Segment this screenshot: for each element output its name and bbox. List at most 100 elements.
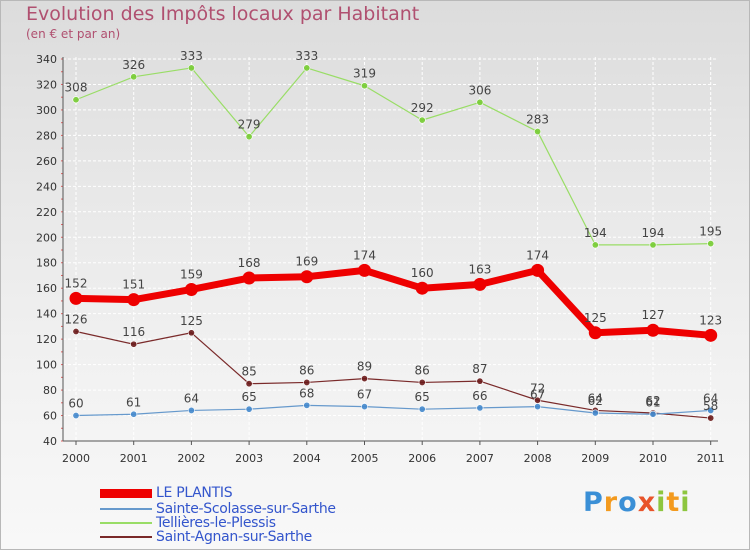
data-label-sainte-scolasse-sur-sarthe: 64 bbox=[184, 391, 199, 405]
point-sainte-scolasse-sur-sarthe bbox=[245, 405, 253, 413]
point-sainte-scolasse-sur-sarthe bbox=[360, 403, 368, 411]
x-tick-label: 2001 bbox=[120, 452, 148, 465]
legend-item-tellieres: Tellières-le-Plessis bbox=[100, 515, 276, 531]
x-tick-label: 2008 bbox=[524, 452, 552, 465]
logo-letter: x bbox=[637, 487, 657, 518]
point-le-plantis bbox=[531, 263, 545, 277]
point-sainte-scolasse-sur-sarthe bbox=[130, 410, 138, 418]
y-tick-label: 300 bbox=[36, 104, 57, 117]
data-label-tellieres-le-plessis: 333 bbox=[295, 49, 318, 63]
legend-item-le-plantis: LE PLANTIS bbox=[100, 485, 233, 501]
x-tick-label: 2011 bbox=[697, 452, 725, 465]
chart-title: Evolution des Impôts locaux par Habitant bbox=[26, 3, 420, 25]
data-label-tellieres-le-plessis: 283 bbox=[526, 113, 549, 127]
point-le-plantis bbox=[184, 282, 198, 296]
data-label-sainte-scolasse-sur-sarthe: 60 bbox=[68, 397, 83, 411]
x-tick-label: 2007 bbox=[466, 452, 494, 465]
data-label-le-plantis: 152 bbox=[65, 276, 88, 290]
y-tick-label: 280 bbox=[36, 129, 57, 142]
data-label-saint-agnan-sur-sarthe: 89 bbox=[357, 360, 372, 374]
point-saint-agnan-sur-sarthe bbox=[476, 377, 484, 385]
data-label-sainte-scolasse-sur-sarthe: 64 bbox=[703, 391, 718, 405]
logo-letter: o bbox=[618, 487, 638, 518]
y-tick-label: 180 bbox=[36, 257, 57, 270]
point-le-plantis bbox=[242, 271, 256, 285]
point-tellieres-le-plessis bbox=[649, 241, 657, 249]
point-tellieres-le-plessis bbox=[130, 73, 138, 81]
data-label-saint-agnan-sur-sarthe: 87 bbox=[472, 362, 487, 376]
legend-label-sainte-scolasse: Sainte-Scolasse-sur-Sarthe bbox=[156, 501, 336, 517]
legend-swatch-sainte-scolasse bbox=[100, 508, 152, 510]
y-tick-label: 140 bbox=[36, 308, 57, 321]
x-tick-label: 2006 bbox=[408, 452, 436, 465]
point-sainte-scolasse-sur-sarthe bbox=[418, 405, 426, 413]
point-tellieres-le-plessis bbox=[534, 128, 542, 136]
point-tellieres-le-plessis bbox=[591, 241, 599, 249]
legend-label-tellieres: Tellières-le-Plessis bbox=[156, 515, 276, 531]
y-tick-label: 220 bbox=[36, 206, 57, 219]
logo-letter: t bbox=[666, 487, 681, 518]
point-tellieres-le-plessis bbox=[418, 116, 426, 124]
series-line-sainte-scolasse-sur-sarthe bbox=[75, 404, 712, 417]
x-tick-label: 2000 bbox=[62, 452, 90, 465]
point-saint-agnan-sur-sarthe bbox=[245, 380, 253, 388]
data-label-le-plantis: 159 bbox=[180, 267, 203, 281]
data-label-tellieres-le-plessis: 333 bbox=[180, 49, 203, 63]
data-labels: 308 326 333 279 333 319 292 306 283 194 194 195 152 1… bbox=[65, 49, 723, 413]
data-label-saint-agnan-sur-sarthe: 125 bbox=[180, 314, 203, 328]
point-le-plantis bbox=[704, 328, 718, 342]
point-le-plantis bbox=[473, 277, 487, 291]
plot-area bbox=[63, 57, 718, 441]
point-sainte-scolasse-sur-sarthe bbox=[476, 404, 484, 412]
chart-subtitle: (en € et par an) bbox=[26, 27, 121, 41]
point-tellieres-le-plessis bbox=[707, 240, 715, 248]
point-sainte-scolasse-sur-sarthe bbox=[649, 410, 657, 418]
legend-label-le-plantis: LE PLANTIS bbox=[156, 485, 233, 501]
y-tick-label: 340 bbox=[36, 53, 57, 66]
data-label-tellieres-le-plessis: 195 bbox=[699, 225, 722, 239]
data-label-le-plantis: 151 bbox=[122, 278, 145, 292]
legend-item-saint-agnan: Saint-Agnan-sur-Sarthe bbox=[100, 529, 312, 545]
point-saint-agnan-sur-sarthe bbox=[72, 327, 80, 335]
legend-swatch-le-plantis bbox=[100, 488, 152, 498]
series-line-tellieres-le-plessis bbox=[75, 67, 712, 246]
point-sainte-scolasse-sur-sarthe bbox=[534, 403, 542, 411]
y-tick-label: 60 bbox=[43, 410, 57, 423]
point-sainte-scolasse-sur-sarthe bbox=[187, 406, 195, 414]
data-label-saint-agnan-sur-sarthe: 58 bbox=[703, 399, 718, 413]
point-saint-agnan-sur-sarthe bbox=[303, 378, 311, 386]
point-tellieres-le-plessis bbox=[476, 98, 484, 106]
point-sainte-scolasse-sur-sarthe bbox=[72, 412, 80, 420]
gridlines bbox=[63, 57, 718, 442]
data-label-tellieres-le-plessis: 326 bbox=[122, 58, 145, 72]
x-tick-label: 2002 bbox=[177, 452, 205, 465]
data-label-tellieres-le-plessis: 306 bbox=[468, 83, 491, 97]
point-saint-agnan-sur-sarthe bbox=[418, 378, 426, 386]
legend-label-saint-agnan: Saint-Agnan-sur-Sarthe bbox=[156, 529, 312, 545]
data-label-tellieres-le-plessis: 194 bbox=[642, 226, 665, 240]
data-label-le-plantis: 160 bbox=[411, 266, 434, 280]
point-tellieres-le-plessis bbox=[360, 82, 368, 90]
point-saint-agnan-sur-sarthe bbox=[130, 340, 138, 348]
point-sainte-scolasse-sur-sarthe bbox=[707, 406, 715, 414]
data-label-le-plantis: 174 bbox=[526, 248, 549, 262]
point-sainte-scolasse-sur-sarthe bbox=[591, 409, 599, 417]
data-label-tellieres-le-plessis: 292 bbox=[411, 101, 434, 115]
data-label-tellieres-le-plessis: 279 bbox=[238, 118, 261, 132]
point-saint-agnan-sur-sarthe bbox=[187, 329, 195, 337]
data-label-saint-agnan-sur-sarthe: 116 bbox=[122, 325, 145, 339]
logo-letter: i bbox=[656, 487, 667, 518]
data-label-sainte-scolasse-sur-sarthe: 68 bbox=[299, 386, 314, 400]
series-line-le-plantis bbox=[72, 266, 715, 339]
data-label-le-plantis: 169 bbox=[295, 255, 318, 269]
y-tick-label: 100 bbox=[36, 359, 57, 372]
point-tellieres-le-plessis bbox=[245, 133, 253, 141]
data-label-le-plantis: 168 bbox=[238, 256, 261, 270]
data-label-sainte-scolasse-sur-sarthe: 67 bbox=[357, 388, 372, 402]
data-label-saint-agnan-sur-sarthe: 64 bbox=[588, 391, 603, 405]
data-label-tellieres-le-plessis: 319 bbox=[353, 67, 376, 81]
y-tick-label: 240 bbox=[36, 180, 57, 193]
data-label-saint-agnan-sur-sarthe: 86 bbox=[415, 363, 430, 377]
data-label-le-plantis: 163 bbox=[468, 262, 491, 276]
